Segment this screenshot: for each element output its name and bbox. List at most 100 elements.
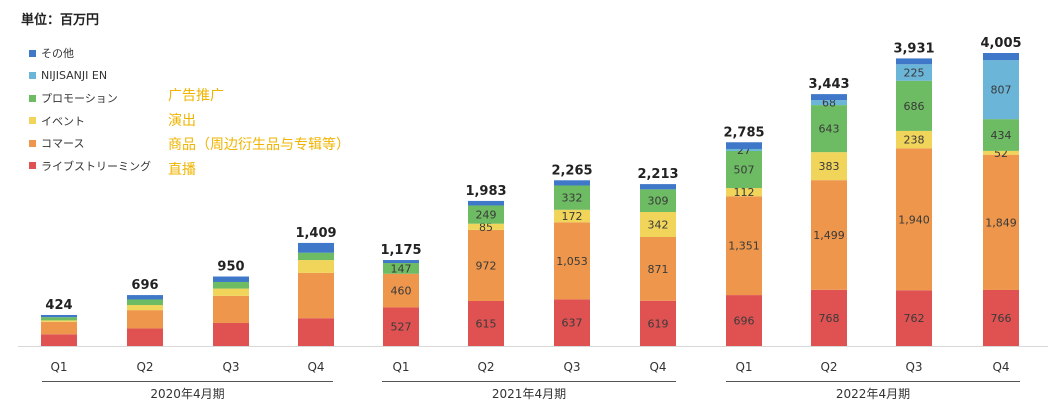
- segment-label: 615: [476, 318, 497, 331]
- legend-item-commerce: コマース: [29, 132, 151, 155]
- bar-segment: [213, 281, 249, 289]
- segment-label: 172: [562, 210, 583, 223]
- bar-segment: [896, 80, 932, 131]
- bar-segment: [383, 263, 419, 274]
- bar-segment: [127, 305, 163, 311]
- segment-label: 1,499: [813, 229, 845, 242]
- bar-segment: [468, 200, 504, 206]
- bar-segment: [383, 273, 419, 308]
- segment-label: 1,351: [728, 240, 760, 253]
- segment-label: 1,849: [985, 216, 1017, 229]
- bar-segment: [41, 314, 77, 318]
- bar-segment: [811, 94, 847, 101]
- bar-segment: [640, 184, 676, 190]
- bar-segment: [640, 300, 676, 346]
- segment-label: 1,940: [898, 213, 930, 226]
- annotation-merchandise: 商品（周边衍生品与专辑等）: [168, 137, 350, 154]
- segment-label: 383: [819, 160, 840, 173]
- legend-label-live-streaming: ライブストリーミング: [41, 159, 151, 173]
- bar-segment: [896, 64, 932, 81]
- legend-item-nijisanji-en: NIJISANJI EN: [29, 65, 151, 88]
- bar-segment: [298, 242, 334, 253]
- bar-segment: [41, 321, 77, 335]
- segment-label: 434: [991, 129, 1012, 142]
- bar-segment: [640, 189, 676, 212]
- bar-segment: [468, 301, 504, 346]
- segment-label: 619: [648, 317, 669, 330]
- bar-segment: [726, 196, 762, 296]
- bar-segment: [983, 53, 1019, 61]
- bar-segment: [896, 130, 932, 149]
- bar-segment: [640, 236, 676, 301]
- bar-segment: [41, 334, 77, 346]
- total-label: 3,443: [808, 77, 849, 92]
- legend-swatch-live-streaming: [29, 162, 36, 170]
- total-label: 2,265: [551, 163, 592, 178]
- segment-label: 507: [734, 164, 755, 177]
- bar-segment: [726, 150, 762, 189]
- legend-swatch-event: [29, 117, 36, 125]
- legend-item-live-streaming: ライブストリーミング: [29, 155, 151, 178]
- total-label: 4,005: [980, 36, 1021, 51]
- total-label: 1,409: [295, 226, 336, 241]
- bar-segment: [383, 307, 419, 346]
- bar-segment: [468, 223, 504, 230]
- category-label: Q2: [136, 360, 153, 374]
- bar-segment: [127, 310, 163, 329]
- legend-label-commerce: コマース: [41, 137, 85, 151]
- group-label: 2021年4月期: [492, 387, 566, 401]
- bar-segment: [213, 295, 249, 323]
- segment-label: 527: [391, 321, 412, 334]
- bar-segment: [383, 260, 419, 264]
- bar-segment: [983, 150, 1019, 155]
- bar-segment: [127, 328, 163, 346]
- annotation-live-streaming: 直播: [168, 161, 196, 178]
- bar-segment: [554, 222, 590, 300]
- segment-label: 762: [904, 312, 925, 325]
- bar-segment: [127, 295, 163, 300]
- segment-label: 147: [391, 262, 412, 275]
- total-label: 950: [217, 259, 244, 274]
- segment-label: 249: [476, 209, 497, 222]
- category-label: Q2: [820, 360, 837, 374]
- legend-item-event: イベント: [29, 110, 151, 133]
- bar-segment: [983, 289, 1019, 346]
- legend-label-event: イベント: [41, 114, 85, 128]
- bar-segment: [554, 209, 590, 223]
- segment-label: 696: [734, 315, 755, 328]
- bar-segment: [127, 299, 163, 306]
- category-label: Q4: [649, 360, 666, 374]
- bar-segment: [896, 290, 932, 346]
- category-label: Q4: [307, 360, 324, 374]
- bar-segment: [896, 148, 932, 291]
- segment-label: 637: [562, 317, 583, 330]
- bar-segment: [298, 260, 334, 273]
- segment-label: 643: [819, 123, 840, 136]
- total-label: 1,983: [465, 184, 506, 199]
- category-label: Q3: [905, 360, 922, 374]
- total-label: 3,931: [893, 41, 934, 56]
- annotation-performance: 演出: [168, 112, 196, 129]
- segment-label: 1,053: [556, 255, 588, 268]
- segment-label: 332: [562, 192, 583, 205]
- category-label: Q3: [563, 360, 580, 374]
- total-label: 2,785: [723, 125, 764, 140]
- legend-label-other: その他: [41, 47, 74, 61]
- unit-label: 単位：百万円: [21, 13, 100, 28]
- category-label: Q1: [392, 360, 409, 374]
- bar-segment: [554, 299, 590, 346]
- legend: その他 NIJISANJI EN プロモーション イベント コマース ライブスト…: [29, 42, 151, 177]
- segment-label: 871: [648, 263, 669, 276]
- chinese-annotations: 广告推广 演出 商品（周边衍生品与专辑等） 直播: [168, 84, 350, 182]
- bar-segment: [298, 318, 334, 346]
- legend-item-promotion: プロモーション: [29, 87, 151, 110]
- bar-segment: [213, 322, 249, 346]
- bar-segment: [41, 317, 77, 321]
- segment-label: 768: [819, 312, 840, 325]
- bar-segment: [811, 152, 847, 181]
- legend-swatch-promotion: [29, 94, 36, 102]
- total-label: 696: [131, 278, 158, 293]
- bar-segment: [983, 119, 1019, 151]
- segment-label: 112: [734, 186, 755, 199]
- bar-segment: [811, 105, 847, 153]
